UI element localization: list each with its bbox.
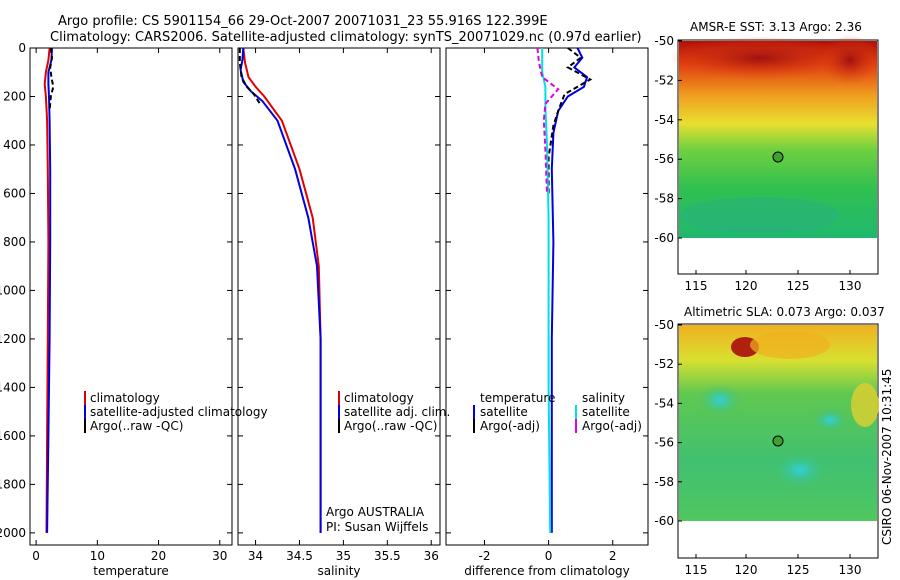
legend-header-temperature: temperature bbox=[480, 391, 555, 405]
map-x-tick-label: 125 bbox=[787, 279, 810, 293]
map-y-tick-label: -56 bbox=[654, 436, 674, 450]
map-x-tick-label: 130 bbox=[839, 279, 862, 293]
figure-title-line1: Argo profile: CS 5901154_66 29-Oct-2007 … bbox=[58, 14, 548, 29]
figure-title-line2: Climatology: CARS2006. Satellite-adjuste… bbox=[50, 30, 642, 45]
legend-label: Argo(-adj) bbox=[480, 419, 540, 433]
map-y-tick-label: -58 bbox=[654, 192, 674, 206]
argo-float-marker bbox=[772, 151, 784, 163]
sst-cool-patch bbox=[680, 197, 840, 233]
legend-label: climatology bbox=[344, 391, 414, 405]
series-line-black bbox=[48, 47, 55, 112]
x-tick-label: 34 bbox=[248, 549, 263, 563]
legend-header-salinity: salinity bbox=[582, 391, 625, 405]
sst-map-title: AMSR-E SST: 3.13 Argo: 2.36 bbox=[690, 20, 862, 34]
y-tick-label: 1200 bbox=[0, 332, 26, 346]
legend-label: Argo(..raw -QC) bbox=[90, 419, 183, 433]
map-y-tick-label: -60 bbox=[654, 231, 674, 245]
x-axis-label: temperature bbox=[93, 564, 168, 578]
difference-legend: temperature satellite Argo(-adj) salinit… bbox=[473, 391, 642, 433]
sla-high-patch bbox=[851, 383, 879, 427]
x-tick-label: 35.5 bbox=[374, 549, 401, 563]
sst-map bbox=[670, 35, 880, 275]
temperature-panel-frame bbox=[29, 47, 233, 546]
x-tick-label: 36 bbox=[424, 549, 439, 563]
map-y-tick-label: -52 bbox=[654, 357, 674, 371]
map-y-tick-label: -60 bbox=[654, 514, 674, 528]
map-y-tick-label: -56 bbox=[654, 152, 674, 166]
map-y-tick-label: -54 bbox=[654, 113, 674, 127]
temperature-legend: climatology satellite-adjusted climatolo… bbox=[84, 391, 268, 433]
series-line-blue bbox=[239, 47, 322, 533]
map-x-tick-label: 120 bbox=[735, 279, 758, 293]
series-line-red bbox=[43, 47, 51, 533]
argo-annotation: Argo AUSTRALIA bbox=[326, 505, 425, 519]
x-tick-label: 0 bbox=[545, 549, 553, 563]
y-tick-label: 1800 bbox=[0, 477, 26, 491]
map-x-tick-label: 120 bbox=[735, 563, 758, 577]
x-axis-label: salinity bbox=[317, 564, 360, 578]
salinity-legend: climatology satellite adj. clim. Argo(..… bbox=[326, 391, 450, 534]
legend-label: Argo(..raw -QC) bbox=[344, 419, 437, 433]
map-x-tick-label: 130 bbox=[839, 563, 862, 577]
map-y-tick-label: -58 bbox=[654, 475, 674, 489]
sla-map-title: Altimetric SLA: 0.073 Argo: 0.037 bbox=[684, 305, 885, 319]
y-tick-label: 600 bbox=[3, 186, 26, 200]
pi-annotation: PI: Susan Wijffels bbox=[326, 520, 428, 534]
sla-map bbox=[677, 323, 879, 559]
y-tick-label: 2000 bbox=[0, 526, 26, 540]
x-tick-label: 20 bbox=[151, 549, 166, 563]
x-tick-label: -2 bbox=[478, 549, 490, 563]
sla-low-patch bbox=[812, 408, 848, 432]
salinity-panel-frame bbox=[237, 47, 441, 546]
legend-label: Argo(-adj) bbox=[582, 419, 642, 433]
credit-stamp: CSIRO 06-Nov-2007 10:31:45 bbox=[880, 368, 894, 545]
map-y-tick-label: -54 bbox=[654, 396, 674, 410]
sla-low-patch bbox=[772, 452, 828, 488]
y-tick-label: 0 bbox=[18, 41, 26, 55]
map-y-tick-label: -50 bbox=[654, 318, 674, 332]
sst-warm-patch bbox=[670, 36, 850, 80]
x-axis-label: difference from climatology bbox=[464, 564, 630, 578]
map-x-tick-label: 115 bbox=[685, 563, 708, 577]
x-tick-label: 30 bbox=[212, 549, 227, 563]
map-y-tick-label: -52 bbox=[654, 73, 674, 87]
legend-label: satellite bbox=[480, 405, 528, 419]
y-tick-label: 200 bbox=[3, 89, 26, 103]
legend-label: climatology bbox=[90, 391, 160, 405]
map-x-tick-label: 115 bbox=[685, 279, 708, 293]
argo-float-marker bbox=[772, 435, 784, 447]
x-tick-label: 2 bbox=[609, 549, 617, 563]
legend-label: satellite bbox=[582, 405, 630, 419]
series-line-black bbox=[238, 48, 261, 105]
sst-warm-patch bbox=[820, 35, 880, 85]
legend-label: satellite-adjusted climatology bbox=[90, 405, 268, 419]
series-line-cyan bbox=[541, 48, 552, 533]
y-tick-label: 1600 bbox=[0, 429, 26, 443]
series-line-magenta bbox=[536, 47, 560, 194]
sla-low-patch bbox=[698, 384, 742, 416]
sla-high-patch bbox=[750, 331, 830, 359]
legend-label: satellite adj. clim. bbox=[344, 405, 450, 419]
x-tick-label: 0 bbox=[32, 549, 40, 563]
y-tick-label: 1000 bbox=[0, 283, 26, 297]
x-tick-label: 35 bbox=[336, 549, 351, 563]
y-tick-label: 1400 bbox=[0, 380, 26, 394]
x-tick-label: 34.5 bbox=[286, 549, 313, 563]
x-tick-label: 10 bbox=[90, 549, 105, 563]
y-tick-label: 800 bbox=[3, 235, 26, 249]
map-x-tick-label: 125 bbox=[787, 563, 810, 577]
map-y-tick-label: -50 bbox=[654, 34, 674, 48]
y-tick-label: 400 bbox=[3, 138, 26, 152]
